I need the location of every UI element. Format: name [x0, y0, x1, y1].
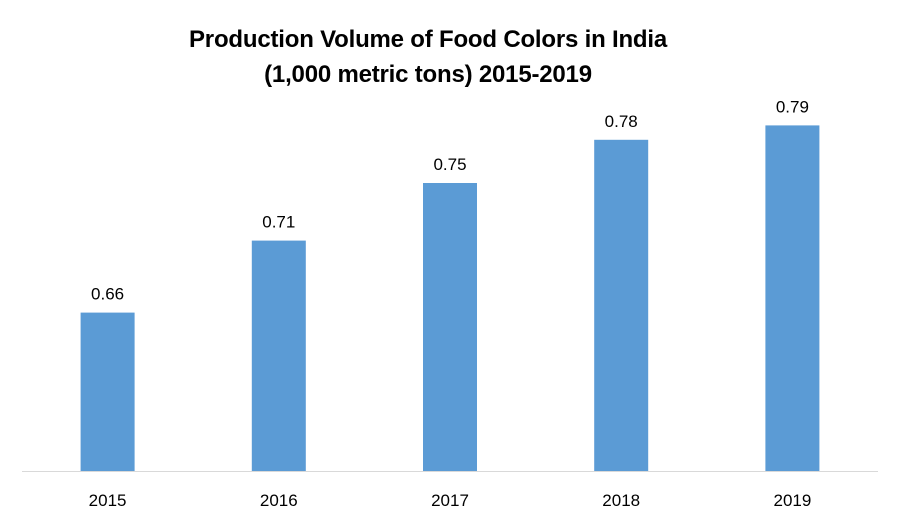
data-label-2019: 0.79: [776, 97, 809, 116]
bar-2018: [594, 139, 649, 472]
data-label-2018: 0.78: [605, 112, 638, 131]
x-tick-labels-group: 2015 2016 2017 2018 2019: [89, 491, 812, 510]
bar-2019: [765, 125, 820, 472]
x-tick-label-2017: 2017: [431, 491, 469, 510]
data-labels-group: 0.66 0.71 0.75 0.78 0.79: [91, 97, 809, 303]
x-tick-label-2018: 2018: [602, 491, 640, 510]
chart-title-line-1: Production Volume of Food Colors in Indi…: [189, 26, 667, 53]
data-label-2016: 0.71: [262, 213, 295, 232]
chart-title-line-2: (1,000 metric tons) 2015-2019: [264, 61, 592, 88]
data-label-2017: 0.75: [433, 155, 466, 174]
bars-group: [80, 125, 820, 472]
bar-2017: [423, 183, 477, 471]
x-tick-label-2015: 2015: [89, 491, 127, 510]
data-label-2015: 0.66: [91, 285, 124, 304]
bar-2015: [80, 312, 135, 471]
x-tick-label-2019: 2019: [773, 491, 811, 510]
x-tick-label-2016: 2016: [260, 491, 298, 510]
bar-2016: [251, 240, 306, 471]
